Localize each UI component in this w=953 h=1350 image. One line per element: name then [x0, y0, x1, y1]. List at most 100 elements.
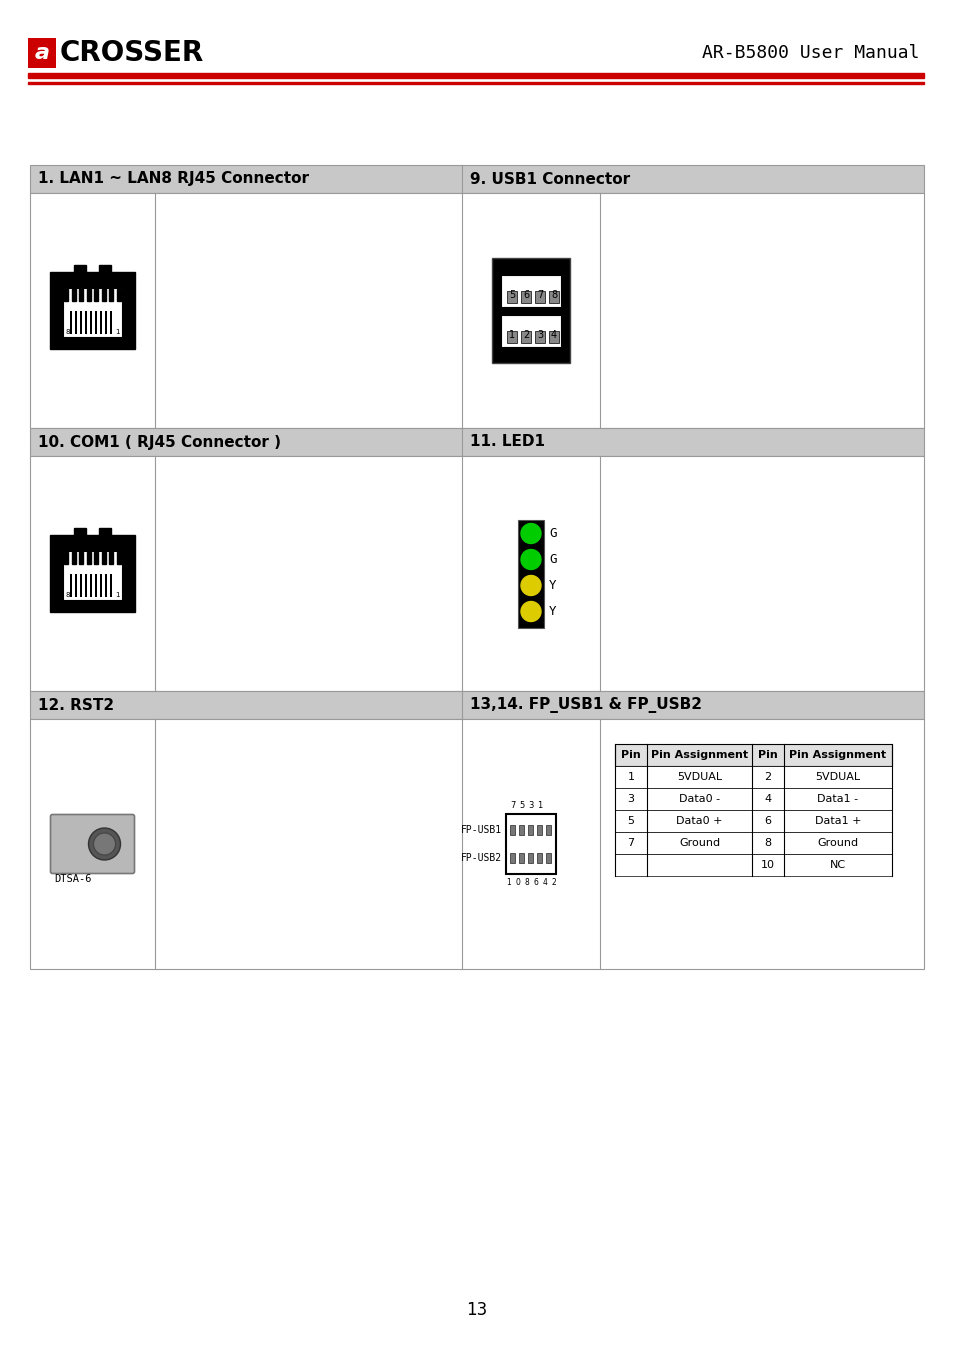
Text: 6: 6	[522, 289, 529, 300]
Text: 10. COM1 ( RJ45 Connector ): 10. COM1 ( RJ45 Connector )	[38, 435, 281, 450]
Bar	[111, 574, 112, 597]
Text: 4: 4	[542, 878, 547, 887]
Text: a: a	[34, 43, 50, 63]
Bar	[79, 289, 83, 301]
Text: Pin Assignment: Pin Assignment	[789, 751, 885, 760]
Bar	[64, 289, 69, 301]
Bar	[548, 290, 558, 302]
Text: 13,14. FP_USB1 & FP_USB2: 13,14. FP_USB1 & FP_USB2	[470, 697, 701, 713]
Circle shape	[520, 575, 540, 595]
Bar	[28, 38, 56, 68]
Text: 1: 1	[627, 772, 634, 782]
Text: 3: 3	[528, 801, 533, 810]
Bar	[94, 289, 98, 301]
Bar	[500, 274, 560, 306]
Bar	[615, 788, 891, 810]
Bar	[50, 535, 135, 612]
Bar	[70, 310, 71, 335]
Text: 8: 8	[551, 289, 557, 300]
Bar	[87, 289, 91, 301]
Text: Data0 -: Data0 -	[679, 794, 720, 805]
Text: 1: 1	[115, 593, 119, 598]
Bar	[30, 691, 923, 720]
Circle shape	[520, 549, 540, 570]
Bar	[548, 331, 558, 343]
Text: 13: 13	[466, 1301, 487, 1319]
Bar	[105, 574, 108, 597]
Text: 8: 8	[65, 593, 70, 598]
Bar	[535, 331, 544, 343]
Text: 1: 1	[506, 878, 511, 887]
Bar	[116, 552, 121, 564]
Bar	[109, 552, 113, 564]
Bar	[30, 428, 923, 456]
Text: Pin: Pin	[758, 751, 777, 760]
Bar	[100, 574, 102, 597]
Text: Y: Y	[548, 605, 556, 618]
Text: 7: 7	[537, 289, 542, 300]
Bar	[87, 552, 91, 564]
Bar	[535, 290, 544, 302]
Text: 5: 5	[627, 815, 634, 826]
Text: 4: 4	[763, 794, 771, 805]
Bar	[506, 290, 517, 302]
Bar	[64, 552, 69, 564]
Bar	[63, 551, 122, 599]
Text: 5: 5	[518, 801, 524, 810]
Text: Pin: Pin	[620, 751, 640, 760]
Text: 4: 4	[551, 329, 557, 339]
Bar	[506, 331, 517, 343]
Bar	[85, 574, 87, 597]
Bar	[74, 574, 76, 597]
Text: 7: 7	[627, 838, 634, 848]
Text: G: G	[548, 526, 556, 540]
Bar	[50, 273, 135, 348]
Bar	[500, 315, 560, 347]
Bar	[71, 289, 75, 301]
Bar	[71, 552, 75, 564]
Text: FP-USB2: FP-USB2	[460, 853, 501, 863]
Bar	[90, 574, 92, 597]
Bar	[537, 825, 542, 836]
Bar	[70, 574, 71, 597]
Text: 5VDUAL: 5VDUAL	[815, 772, 860, 782]
Bar	[30, 720, 923, 969]
Bar	[528, 825, 533, 836]
Text: 9. USB1 Connector: 9. USB1 Connector	[470, 171, 630, 186]
Text: Pin Assignment: Pin Assignment	[650, 751, 747, 760]
Text: 6: 6	[533, 878, 537, 887]
Bar	[520, 290, 531, 302]
Bar	[510, 825, 515, 836]
Bar	[74, 310, 76, 335]
Bar	[99, 266, 112, 274]
Bar	[519, 853, 524, 863]
Bar	[546, 825, 551, 836]
Bar	[111, 310, 112, 335]
Bar	[80, 310, 82, 335]
Text: 2: 2	[522, 329, 529, 339]
Circle shape	[520, 602, 540, 621]
Bar	[85, 310, 87, 335]
Bar	[63, 288, 122, 338]
Bar	[546, 853, 551, 863]
Text: FP-USB1: FP-USB1	[460, 825, 501, 836]
Bar	[94, 552, 98, 564]
Circle shape	[93, 833, 115, 855]
Text: 5: 5	[508, 289, 515, 300]
Bar	[109, 289, 113, 301]
Text: 5VDUAL: 5VDUAL	[677, 772, 721, 782]
Text: 8: 8	[65, 329, 70, 335]
Text: 10: 10	[760, 860, 774, 869]
Text: 1. LAN1 ~ LAN8 RJ45 Connector: 1. LAN1 ~ LAN8 RJ45 Connector	[38, 171, 309, 186]
Text: 12. RST2: 12. RST2	[38, 698, 114, 713]
Bar	[90, 310, 92, 335]
Bar	[116, 289, 121, 301]
Text: G: G	[548, 554, 556, 566]
Bar	[528, 853, 533, 863]
Bar	[510, 853, 515, 863]
Text: 3: 3	[537, 329, 542, 339]
Text: Ground: Ground	[817, 838, 858, 848]
Bar	[95, 310, 97, 335]
Text: Data1 +: Data1 +	[814, 815, 861, 826]
Bar	[615, 855, 891, 876]
